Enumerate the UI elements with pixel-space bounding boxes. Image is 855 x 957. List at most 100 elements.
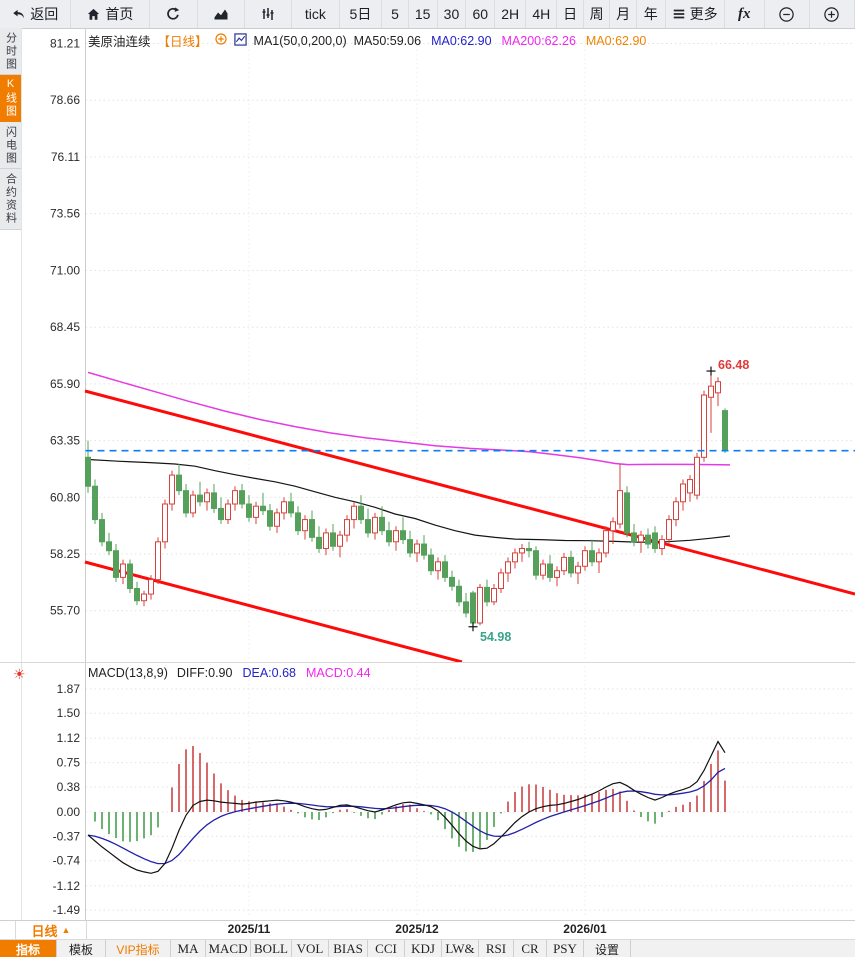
period-dropdown[interactable]: 日线 ▲ <box>15 921 87 939</box>
indicator-tab-psy[interactable]: PSY <box>547 940 584 957</box>
ma-values-0: MA50:59.06 <box>353 33 422 48</box>
svg-text:68.45: 68.45 <box>50 320 80 334</box>
period-15min-button-label: 15 <box>414 6 431 22</box>
indicator-tab-vip[interactable]: VIP指标 <box>106 940 171 957</box>
period-month-button[interactable]: 月 <box>610 0 637 28</box>
indicator-sun-icon[interactable]: ☀ <box>13 666 26 682</box>
chevron-up-icon: ▲ <box>61 925 71 935</box>
svg-text:-1.12: -1.12 <box>53 879 81 893</box>
xaxis-row: 日线 ▲ 2025/11 2025/12 2026/01 <box>0 920 855 940</box>
period-year-button[interactable]: 年 <box>637 0 666 28</box>
high-annotation: 66.48 <box>718 358 749 372</box>
svg-text:58.25: 58.25 <box>50 547 80 561</box>
macd-gridlines <box>85 663 855 920</box>
xaxis-date-0: 2025/11 <box>227 922 271 936</box>
period-tag: 【日线】 <box>157 35 208 49</box>
macd-header: MACD(13,8,9) DIFF:0.90 DEA:0.68 MACD:0.44 <box>88 666 371 680</box>
add-indicator-icon[interactable] <box>214 33 227 48</box>
period-day-button[interactable]: 日 <box>557 0 584 28</box>
macd-params: MACD(13,8,9) <box>88 666 168 680</box>
period-2h-button[interactable]: 2H <box>495 0 527 28</box>
indicator-tab-zhibiao[interactable]: 指标 <box>0 940 57 957</box>
svg-text:-1.49: -1.49 <box>53 903 81 917</box>
tab-kline-chart[interactable]: K线图 <box>0 75 22 122</box>
svg-text:76.11: 76.11 <box>51 150 80 164</box>
svg-text:65.90: 65.90 <box>50 377 80 391</box>
top-toolbar: 返回 首页 tick 5日 5 15 30 60 2H 4H 日周月年 更多 fx <box>0 0 855 29</box>
zoom-in-button[interactable] <box>810 0 855 28</box>
indicator-tab-cci[interactable]: CCI <box>368 940 405 957</box>
svg-text:71.00: 71.00 <box>50 264 80 278</box>
period-dropdown-label: 日线 <box>31 923 58 939</box>
period-month-button-label: 月 <box>616 6 631 22</box>
kline-y-axis-labels: 81.21 78.66 76.11 73.56 71.00 68.45 65.90 63.35… <box>50 37 80 618</box>
indicator-tab-ma[interactable]: MA <box>171 940 206 957</box>
indicator-tab-moban[interactable]: 模板 <box>57 940 106 957</box>
indicator-tab-boll[interactable]: BOLL <box>251 940 292 957</box>
mountain-chart-button[interactable] <box>198 0 245 28</box>
symbol-title: 美原油连续 <box>88 35 151 49</box>
period-5min-button[interactable]: 5 <box>382 0 409 28</box>
svg-text:60.80: 60.80 <box>50 490 80 504</box>
xaxis-date-2: 2026/01 <box>563 922 607 936</box>
period-week-button-label: 周 <box>589 6 604 22</box>
volume-style-button[interactable] <box>245 0 293 28</box>
low-annotation: 54.98 <box>480 630 511 644</box>
ma-values-3: MA0:62.90 <box>585 33 647 48</box>
kline-chart[interactable]: 66.48 54.98 81.21 78.66 76.11 73.56 71.00 68.45… <box>0 28 855 662</box>
indicator-tab-bias[interactable]: BIAS <box>329 940 368 957</box>
indicator-bottom-bar: 指标 模板 VIP指标 MA MACD BOLL VOL BIAS CCI KDJ LW& RSI CR… <box>0 939 855 957</box>
svg-text:81.21: 81.21 <box>50 37 80 51</box>
formula-button[interactable]: fx <box>725 0 765 28</box>
period-5day-button[interactable]: 5日 <box>340 0 383 28</box>
trendline-channel <box>84 389 855 662</box>
low-marker <box>468 622 478 632</box>
svg-text:55.70: 55.70 <box>50 604 80 618</box>
ma-values: MA50:59.06 MA0:62.90 MA200:62.26 MA0:62.90 <box>354 34 647 48</box>
back-button[interactable]: 返回 <box>0 0 71 28</box>
svg-text:0.38: 0.38 <box>57 780 81 794</box>
macd-values-1: DEA:0.68 <box>242 666 296 680</box>
refresh-button[interactable] <box>150 0 198 28</box>
home-button[interactable]: 首页 <box>71 0 151 28</box>
svg-text:0.75: 0.75 <box>57 756 81 770</box>
period-week-button[interactable]: 周 <box>584 0 611 28</box>
period-15min-button[interactable]: 15 <box>409 0 438 28</box>
more-button-label: 更多 <box>689 6 718 22</box>
period-30min-button-label: 30 <box>443 6 460 22</box>
period-60min-button-label: 60 <box>472 6 489 22</box>
diff-line <box>87 740 726 874</box>
mini-chart-icon[interactable] <box>233 32 247 49</box>
period-tick-button[interactable]: tick <box>292 0 340 28</box>
macd-chart[interactable]: 1.87 1.50 1.12 0.75 0.38 0.00 -0.37 -0.74 -1.12 -… <box>0 662 855 920</box>
kline-gridlines <box>85 29 855 662</box>
ma50-line <box>87 458 731 543</box>
macd-values-0: DIFF:0.90 <box>176 666 233 680</box>
period-4h-button-label: 4H <box>532 6 551 22</box>
macd-values: DIFF:0.90 DEA:0.68 MACD:0.44 <box>177 666 371 680</box>
period-2h-button-label: 2H <box>501 6 520 22</box>
indicator-tab-kdj[interactable]: KDJ <box>405 940 442 957</box>
ma-values-1: MA0:62.90 <box>431 33 492 48</box>
indicator-tab-vol[interactable]: VOL <box>292 940 329 957</box>
chart-type-sidebar: 分时图 K线图 闪电图 合约资料 <box>0 28 22 230</box>
indicator-tab-lwr[interactable]: LW& <box>442 940 479 957</box>
indicator-tab-shezhi[interactable]: 设置 <box>584 940 631 957</box>
period-5day-button-label: 5日 <box>349 6 372 22</box>
period-4h-button[interactable]: 4H <box>526 0 558 28</box>
more-button[interactable]: 更多 <box>666 0 725 28</box>
back-button-label: 返回 <box>30 6 59 22</box>
macd-histogram <box>94 746 726 852</box>
svg-text:0.00: 0.00 <box>57 805 81 819</box>
zoom-out-button[interactable] <box>765 0 810 28</box>
indicator-tab-cr[interactable]: CR <box>514 940 547 957</box>
svg-text:63.35: 63.35 <box>50 434 80 448</box>
indicator-tab-rsi[interactable]: RSI <box>479 940 514 957</box>
macd-values-2: MACD:0.44 <box>305 666 371 680</box>
period-30min-button[interactable]: 30 <box>438 0 467 28</box>
ma200-line <box>87 371 731 466</box>
period-60min-button[interactable]: 60 <box>466 0 496 28</box>
period-day-button-label: 日 <box>563 6 578 22</box>
indicator-tab-macd[interactable]: MACD <box>206 940 251 957</box>
